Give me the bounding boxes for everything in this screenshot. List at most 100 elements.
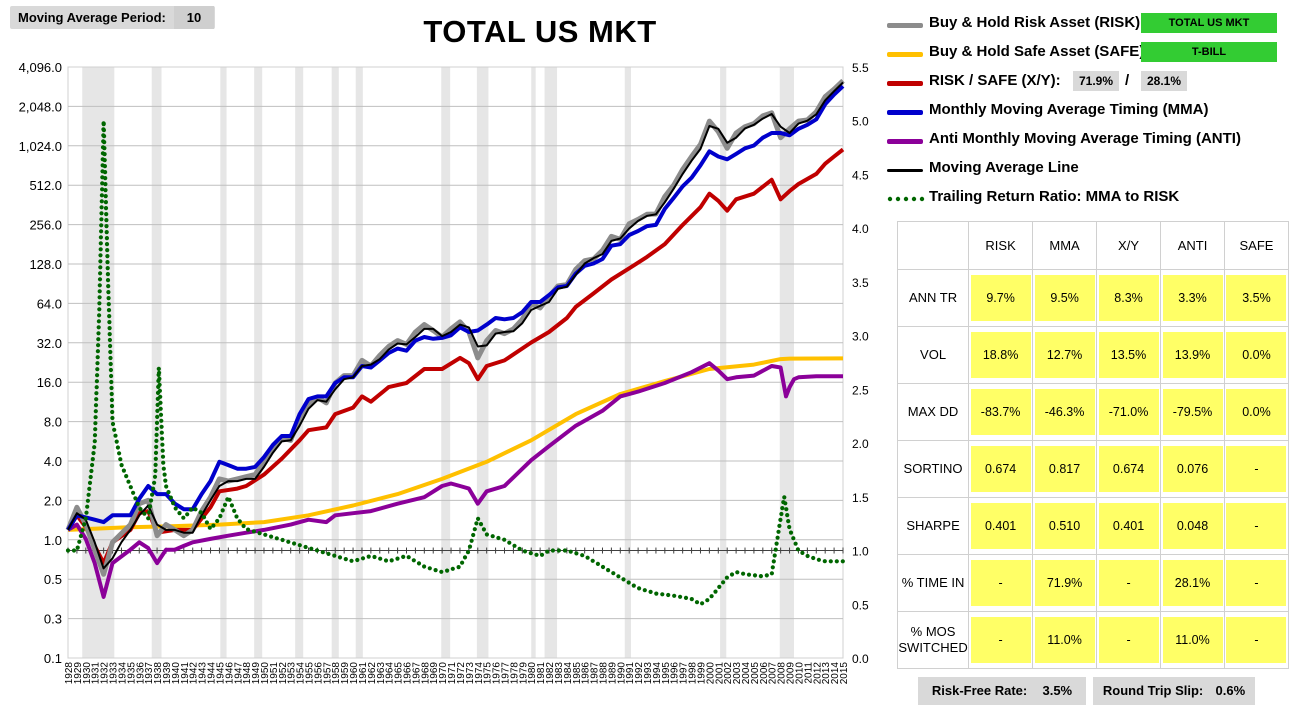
stats-cell-container: - [1223,497,1289,555]
ratio-dot [512,543,517,548]
ratio-dot [102,140,107,145]
ratio-dot [758,574,764,579]
stats-cell: - [1098,560,1159,606]
recession-band [220,67,227,658]
ratio-dot [142,511,147,516]
x-tick-label: 1942 [189,662,200,685]
x-tick-label: 1987 [590,662,601,685]
x-tick-label: 1956 [313,662,324,685]
ratio-dot [746,572,752,577]
ratio-dot [595,561,601,567]
safe-asset-select[interactable]: T-BILL [1141,42,1277,62]
stats-cell-container: 28.1% [1160,554,1225,612]
x-tick-label: 1960 [349,662,360,685]
recession-band [544,67,558,658]
ratio-dot [207,525,212,530]
xy-safe-pct[interactable]: 28.1% [1141,71,1187,91]
ratio-dot [94,391,99,396]
ratio-dot [378,556,383,561]
x-tick-label: 2009 [786,662,797,685]
y-left-tick-label: 8.0 [44,415,62,430]
x-tick-label: 2007 [768,662,779,685]
stats-cell-container: - [1096,611,1162,669]
ratio-dot [660,592,665,597]
stats-col-safe: SAFE [1223,221,1289,270]
ratio-dot [314,548,320,553]
stats-cell-container: - [1223,440,1289,498]
ratio-dot [152,474,158,479]
stats-cell: 0.0% [1226,332,1287,378]
stats-cell: 0.674 [1098,446,1159,492]
moving-average-period-box: Moving Average Period: 10 [10,6,215,29]
x-tick-label: 2015 [839,662,850,685]
y-right-tick-label: 1.0 [852,545,869,559]
ratio-dot [108,367,113,373]
x-tick-label: 1938 [153,662,164,685]
period-label: Moving Average Period: [18,10,166,25]
ratio-dot [787,524,792,530]
ratio-dot [162,472,167,477]
ratio-dot [160,454,166,459]
ratio-dot [101,128,106,133]
x-tick-label: 1948 [242,662,253,685]
ratio-dot [78,533,83,539]
ratio-dot [778,517,783,523]
ratio-dot [522,549,528,554]
ratio-dot [188,507,194,512]
ratio-dot [99,217,104,222]
xy-risk-pct[interactable]: 71.9% [1073,71,1119,91]
risk-asset-select[interactable]: TOTAL US MKT [1141,13,1277,33]
x-tick-label: 1941 [180,662,191,685]
ratio-dot [496,535,501,541]
ratio-dot [93,415,98,420]
x-tick-label: 1962 [367,662,378,685]
ratio-dot [109,391,114,397]
recession-band [779,67,795,658]
legend-ma-line: Moving Average Line [885,157,1285,181]
ratio-dot [107,332,112,337]
x-tick-label: 1952 [278,662,289,685]
ratio-dot [450,566,455,571]
y-left-tick-label: 1,024.0 [19,139,62,154]
stats-cell-container: - [1223,554,1289,612]
ratio-dot [752,573,758,578]
stats-cell-container: 0.674 [968,440,1034,498]
rf-value[interactable]: 3.5% [1042,683,1073,698]
x-tick-label: 1969 [429,662,440,685]
ratio-dot [105,260,110,265]
ratio-dot [154,420,160,425]
x-tick-label: 1994 [652,662,663,685]
x-tick-label: 1972 [456,662,467,685]
x-tick-label: 1984 [563,662,574,685]
stats-corner [896,221,970,270]
ratio-dot [741,571,746,576]
stats-cell-container: 0.510 [1032,497,1098,555]
recession-band [441,67,451,658]
ratio-dot [96,331,101,336]
y-left-tick-label: 2,048.0 [19,99,62,114]
stats-cell: 0.048 [1162,503,1223,549]
legend-mma-swatch [887,110,923,115]
ratio-dot [490,534,495,539]
stats-cell-container: 0.076 [1160,440,1225,498]
ratio-dot [103,194,108,199]
ratio-dot [562,548,568,553]
ratio-dot [93,427,98,432]
stats-cell-container: 0.048 [1160,497,1225,555]
ratio-dot [119,463,124,468]
stats-cell: 28.1% [1162,560,1223,606]
ratio-dot [103,170,108,175]
ratio-dot [257,531,262,536]
ratio-dot [427,566,432,571]
x-tick-label: 2001 [714,662,725,685]
ratio-dot [154,444,159,449]
x-tick-label: 1955 [305,662,316,685]
x-tick-label: 2003 [732,662,743,685]
x-tick-label: 1940 [171,662,182,685]
ratio-dot [108,349,113,355]
slip-value[interactable]: 0.6% [1215,683,1246,698]
ratio-dot [85,498,90,503]
ratio-dot [422,564,427,569]
period-value[interactable]: 10 [174,6,214,29]
stats-cell: 71.9% [1034,560,1095,606]
